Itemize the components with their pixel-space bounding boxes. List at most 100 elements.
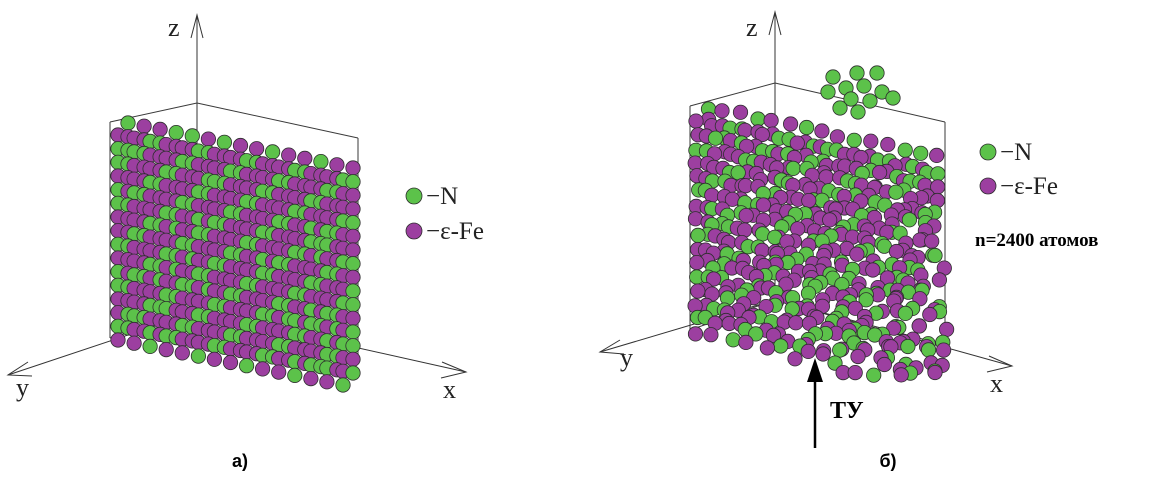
iron-atom xyxy=(737,122,753,138)
iron-atom xyxy=(865,262,881,278)
iron-atom xyxy=(345,269,361,285)
ejected-nitrogen-atom xyxy=(856,78,872,94)
iron-atom xyxy=(788,315,804,331)
z-axis-arrowhead xyxy=(768,10,782,36)
nitrogen-atom xyxy=(690,227,706,243)
ejected-nitrogen-atom xyxy=(849,65,865,81)
iron-atom xyxy=(754,126,770,143)
nitrogen-atom xyxy=(190,348,206,364)
ejected-nitrogen-atom xyxy=(850,104,866,120)
nitrogen-atom xyxy=(239,358,255,374)
iron-atom xyxy=(271,364,287,380)
ejected-nitrogen-atom xyxy=(885,90,901,106)
nitrogen-atom xyxy=(168,125,184,141)
nitrogen-atom xyxy=(730,165,746,181)
nitrogen-atom xyxy=(120,115,136,131)
nitrogen-atom xyxy=(345,174,361,190)
panel-b: z y x −N −ε-Fe n=2400 атомов ТУ б) xyxy=(598,10,1098,471)
ejected-nitrogen-atom xyxy=(843,91,859,107)
iron-atom xyxy=(822,212,838,228)
nitrogen-atom xyxy=(345,256,361,272)
ejected-nitrogen-atom xyxy=(832,100,848,116)
z-axis-label: z xyxy=(746,13,758,42)
ejected-nitrogen-atom xyxy=(820,84,836,100)
nitrogen-atom xyxy=(345,215,361,231)
panel-a-legend: −N −ε-Fe xyxy=(405,183,484,245)
iron-atom xyxy=(814,123,830,139)
nitrogen-atom xyxy=(866,367,882,383)
tu-arrow-label: ТУ xyxy=(830,398,864,424)
iron-atom xyxy=(158,341,174,358)
iron-atom xyxy=(924,233,940,249)
iron-atom xyxy=(782,116,799,132)
panel-a-caption: а) xyxy=(232,451,248,471)
iron-atom xyxy=(206,351,222,367)
iron-atom xyxy=(329,157,345,173)
iron-atom xyxy=(689,255,705,271)
nitrogen-atom xyxy=(920,342,937,358)
x-axis-arrowhead xyxy=(440,361,468,379)
panel-b-atoms xyxy=(687,65,955,383)
nitrogen-atom xyxy=(927,247,943,264)
iron-atom xyxy=(888,243,905,260)
iron-atom xyxy=(935,342,952,358)
panel-b-legend: −N −ε-Fe xyxy=(979,139,1058,200)
nitrogen-atom xyxy=(858,292,874,308)
iron-atom xyxy=(815,346,831,362)
y-axis-label: y xyxy=(16,373,29,402)
panel-b-caption: б) xyxy=(879,451,896,471)
iron-atom xyxy=(281,147,297,163)
iron-atom xyxy=(345,310,361,326)
nitrogen-atom xyxy=(725,332,741,348)
iron-atom xyxy=(136,118,152,134)
iron-legend-icon xyxy=(405,222,423,240)
iron-atom xyxy=(922,306,938,323)
nitrogen-atom xyxy=(345,338,361,354)
iron-atom xyxy=(801,193,817,209)
iron-atom xyxy=(829,129,846,145)
nitrogen-atom xyxy=(313,154,329,170)
iron-atom xyxy=(789,135,805,151)
nitrogen-atom xyxy=(345,283,361,299)
iron-atom xyxy=(849,246,865,262)
iron-atom xyxy=(738,208,754,224)
nitrogen-atom xyxy=(846,132,862,148)
iron-atom xyxy=(800,343,816,359)
nitrogen-atom xyxy=(345,365,361,381)
iron-atom xyxy=(714,103,730,119)
nitrogen-legend-label: −N xyxy=(426,183,458,210)
iron-atom xyxy=(249,141,265,157)
iron-atom xyxy=(938,321,955,337)
iron-atom xyxy=(345,201,361,217)
nitrogen-atom xyxy=(345,324,361,340)
nitrogen-legend-icon xyxy=(979,143,997,161)
panel-a-atoms xyxy=(110,115,361,393)
nitrogen-atom xyxy=(930,166,946,182)
iron-atom xyxy=(345,351,361,367)
iron-legend-label: −ε-Fe xyxy=(1000,173,1058,200)
iron-atom xyxy=(927,364,943,381)
iron-atom xyxy=(736,222,753,238)
iron-atom xyxy=(345,160,361,176)
iron-atom xyxy=(863,133,879,149)
iron-atom xyxy=(732,104,749,120)
iron-atom xyxy=(345,242,361,258)
iron-atom xyxy=(850,348,866,365)
iron-atom xyxy=(703,327,719,343)
iron-atom xyxy=(911,318,927,334)
iron-atom xyxy=(200,131,216,147)
iron-atom xyxy=(931,272,948,288)
iron-atom xyxy=(690,283,706,299)
iron-atom xyxy=(126,335,142,351)
iron-atom xyxy=(705,271,722,287)
tu-arrow: ТУ xyxy=(807,358,864,448)
iron-atom xyxy=(759,340,776,356)
iron-atom xyxy=(152,121,168,137)
ejected-nitrogen-atom xyxy=(825,69,841,85)
iron-atom xyxy=(929,147,945,163)
iron-legend-icon xyxy=(979,177,997,195)
tu-arrow-head xyxy=(807,358,823,382)
nitrogen-atom xyxy=(216,134,232,150)
ejected-nitrogen-atom xyxy=(862,93,878,109)
